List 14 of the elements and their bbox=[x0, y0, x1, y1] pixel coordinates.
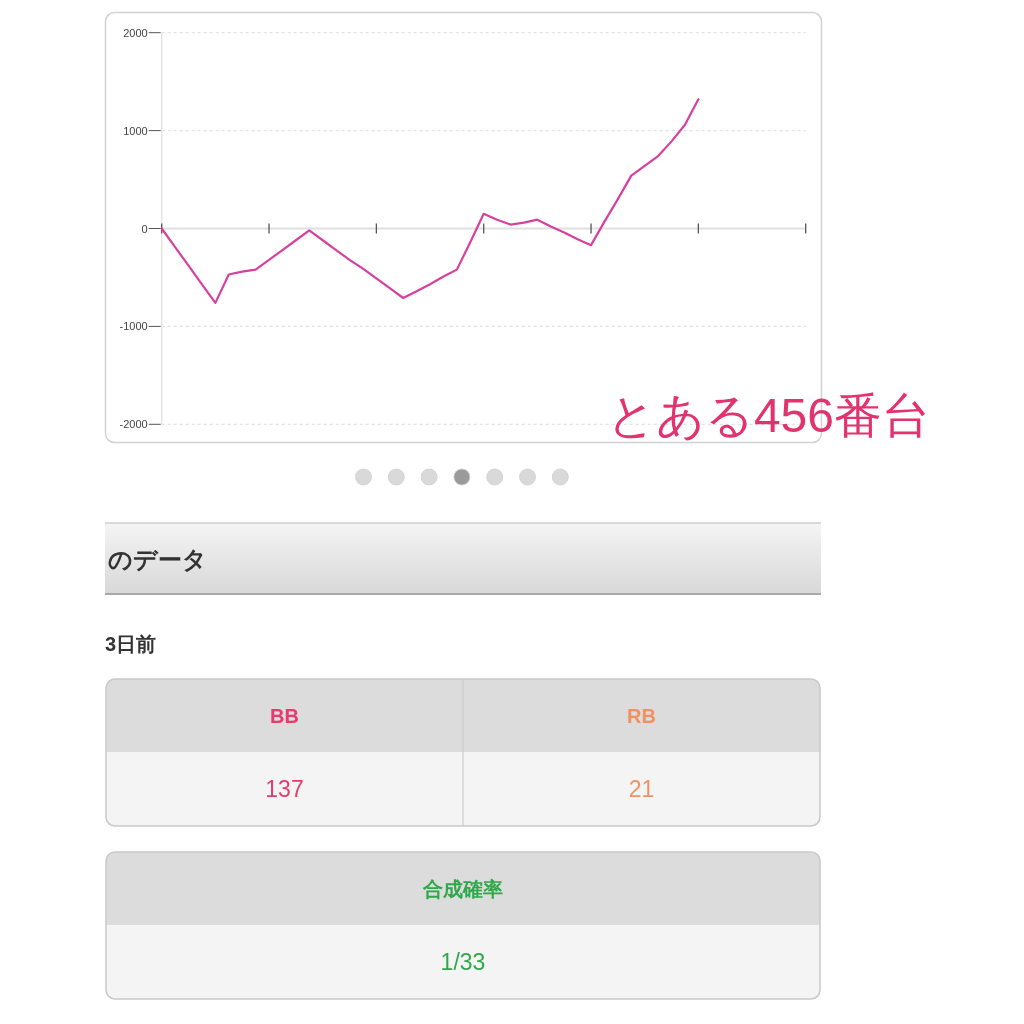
value-label: 1/33 bbox=[440, 949, 486, 975]
subtitle: 3日前 bbox=[105, 633, 157, 655]
y-tick-label: 1000 bbox=[123, 124, 148, 137]
value-label: 21 bbox=[628, 776, 655, 802]
y-tick-label: 2000 bbox=[123, 26, 148, 39]
y-tick-label: -2000 bbox=[119, 418, 148, 431]
category-label: RB bbox=[627, 704, 656, 727]
category-label: 合成確率 bbox=[423, 877, 503, 900]
category-label: BB bbox=[270, 704, 299, 727]
y-tick-label: -1000 bbox=[119, 320, 148, 333]
value-label: 137 bbox=[265, 776, 304, 802]
annotation: とある456番台 bbox=[606, 389, 930, 442]
title: のデータ bbox=[108, 546, 207, 573]
y-tick-label: 0 bbox=[141, 222, 148, 235]
